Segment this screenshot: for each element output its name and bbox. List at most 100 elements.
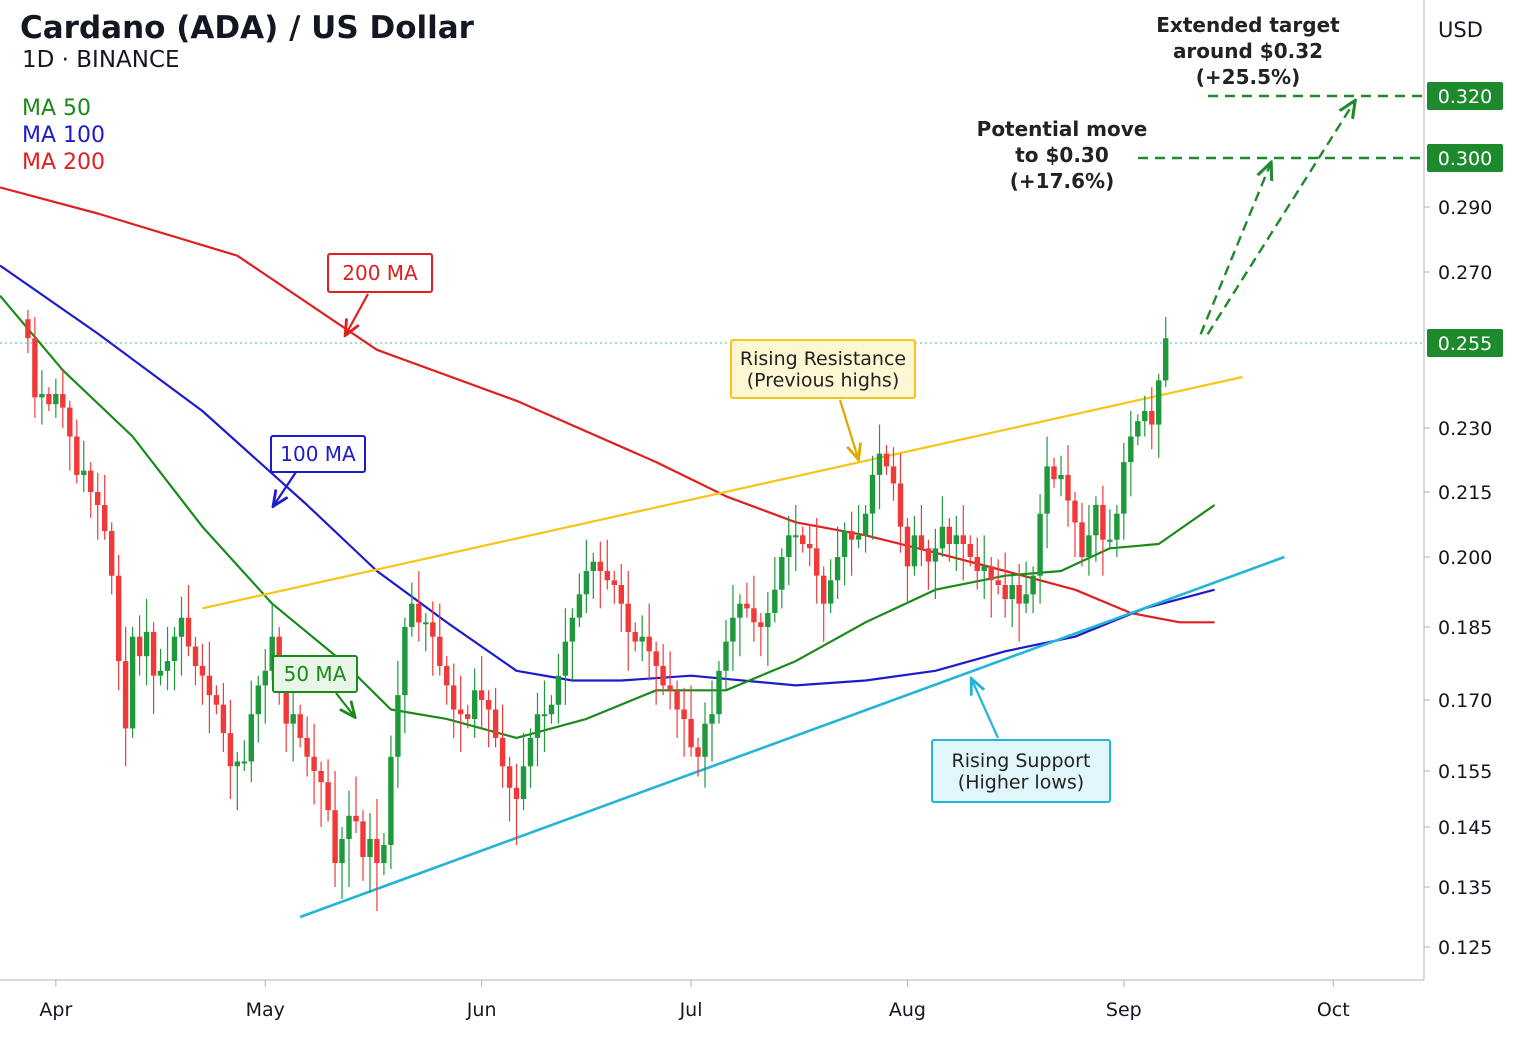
candle[interactable]: [800, 526, 806, 553]
candle[interactable]: [164, 627, 171, 691]
candle[interactable]: [674, 680, 680, 738]
candle[interactable]: [583, 539, 590, 613]
candle[interactable]: [95, 472, 101, 540]
candle[interactable]: [723, 620, 729, 691]
candle[interactable]: [220, 682, 227, 753]
candle[interactable]: [862, 505, 869, 553]
candle[interactable]: [25, 309, 31, 354]
candle[interactable]: [513, 763, 520, 845]
candle[interactable]: [1016, 564, 1022, 642]
candle[interactable]: [1023, 561, 1029, 613]
candle[interactable]: [632, 622, 638, 652]
candle[interactable]: [555, 653, 562, 724]
candle[interactable]: [967, 535, 973, 567]
candle[interactable]: [485, 690, 492, 748]
candle[interactable]: [241, 740, 247, 771]
candle[interactable]: [297, 704, 303, 748]
candle[interactable]: [178, 596, 185, 676]
candle[interactable]: [227, 700, 234, 799]
candle[interactable]: [255, 675, 261, 743]
candle[interactable]: [562, 608, 569, 705]
candle[interactable]: [737, 594, 743, 657]
candle[interactable]: [360, 810, 366, 881]
candle[interactable]: [122, 627, 129, 767]
candle[interactable]: [395, 661, 401, 788]
candle[interactable]: [758, 613, 764, 657]
candle[interactable]: [932, 528, 939, 599]
candle[interactable]: [416, 571, 422, 642]
candle[interactable]: [869, 455, 876, 540]
candle[interactable]: [911, 515, 918, 576]
candle[interactable]: [1121, 442, 1127, 540]
candle[interactable]: [520, 733, 527, 811]
candle[interactable]: [848, 511, 855, 576]
candle[interactable]: [960, 505, 966, 581]
candle[interactable]: [430, 601, 436, 676]
candle[interactable]: [199, 644, 206, 705]
candle[interactable]: [1156, 373, 1162, 458]
candle[interactable]: [1072, 492, 1078, 557]
candle[interactable]: [74, 419, 80, 484]
candle[interactable]: [814, 518, 820, 604]
candles[interactable]: [25, 309, 1169, 911]
candle[interactable]: [213, 685, 220, 715]
candle[interactable]: [1100, 485, 1106, 576]
candle[interactable]: [1030, 566, 1036, 613]
candle[interactable]: [39, 370, 45, 425]
candle[interactable]: [1114, 505, 1120, 557]
candle[interactable]: [1009, 575, 1015, 627]
candle[interactable]: [1135, 414, 1141, 446]
candle[interactable]: [653, 641, 659, 705]
candle[interactable]: [353, 776, 359, 833]
candle[interactable]: [290, 680, 296, 762]
candle[interactable]: [234, 752, 240, 811]
candle[interactable]: [639, 615, 645, 662]
candle[interactable]: [548, 695, 555, 724]
candle[interactable]: [1142, 395, 1148, 437]
candle[interactable]: [918, 505, 925, 567]
candle[interactable]: [667, 651, 673, 710]
candle[interactable]: [88, 462, 94, 518]
candle[interactable]: [1037, 494, 1043, 604]
candle[interactable]: [876, 424, 883, 510]
candle[interactable]: [346, 790, 352, 887]
candle[interactable]: [472, 668, 478, 738]
candle[interactable]: [206, 641, 213, 734]
candle[interactable]: [604, 539, 610, 590]
candle[interactable]: [569, 608, 576, 681]
candle[interactable]: [1002, 552, 1008, 618]
candle[interactable]: [953, 515, 959, 571]
candle[interactable]: [988, 557, 994, 618]
candle[interactable]: [1163, 316, 1169, 388]
candle[interactable]: [423, 613, 429, 652]
candle[interactable]: [171, 627, 178, 691]
candle[interactable]: [716, 661, 722, 724]
candle[interactable]: [765, 592, 771, 666]
candle[interactable]: [618, 564, 624, 632]
candle[interactable]: [897, 453, 904, 553]
candle[interactable]: [304, 716, 310, 777]
candle[interactable]: [527, 728, 534, 788]
candle[interactable]: [855, 505, 862, 549]
candle[interactable]: [311, 723, 317, 805]
candle[interactable]: [793, 505, 799, 571]
candle[interactable]: [60, 370, 66, 428]
candle[interactable]: [1128, 411, 1134, 497]
candle[interactable]: [576, 573, 583, 627]
candle[interactable]: [807, 524, 813, 567]
candle[interactable]: [1149, 387, 1155, 450]
candle[interactable]: [492, 687, 499, 748]
candle[interactable]: [1086, 505, 1092, 576]
candle[interactable]: [709, 680, 715, 762]
candle[interactable]: [451, 663, 457, 738]
candle[interactable]: [116, 554, 122, 691]
candle[interactable]: [143, 599, 150, 686]
candle[interactable]: [779, 548, 785, 609]
candle[interactable]: [660, 644, 666, 696]
candle[interactable]: [506, 756, 513, 822]
candle[interactable]: [646, 603, 652, 681]
candle[interactable]: [883, 445, 890, 475]
candle[interactable]: [109, 522, 115, 595]
candle[interactable]: [1107, 509, 1113, 549]
